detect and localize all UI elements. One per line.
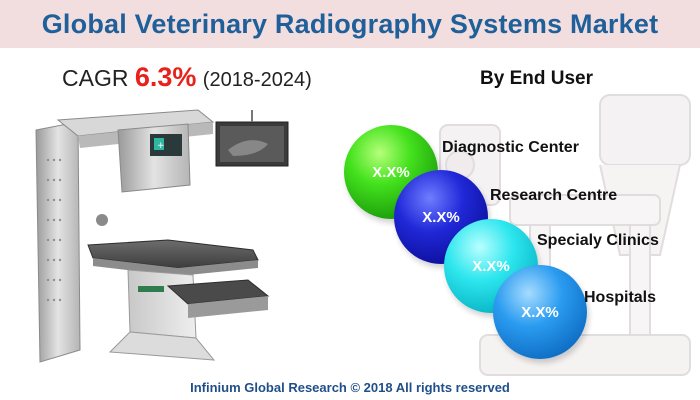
copyright-footer: Infinium Global Research © 2018 All righ… (190, 380, 510, 395)
segment-label-hospitals: Hospitals (584, 289, 657, 306)
segment-label-specialy-clinics: Specialy Clinics (537, 232, 659, 249)
segment-value: X.X% (472, 257, 510, 275)
segment-ball-research-centre: X.X% (394, 170, 488, 264)
segment-ball-hospitals: X.X% (493, 265, 587, 359)
cagr-text: CAGR 6.3% (2018-2024) (62, 62, 312, 93)
svg-text:+: + (157, 141, 165, 151)
segment-heading: By End User (480, 68, 593, 89)
segment-label-research-centre: Research Centre (490, 187, 618, 204)
cagr-period: (2018-2024) (202, 69, 312, 91)
title-bar: Global Veterinary Radiography Systems Ma… (0, 0, 700, 48)
segment-value: X.X% (422, 208, 460, 226)
page-title: Global Veterinary Radiography Systems Ma… (41, 8, 659, 39)
segment-value: X.X% (372, 163, 410, 181)
segment-label-diagnostic-center: Diagnostic Center (442, 139, 579, 156)
cagr-value: 6.3% (134, 62, 197, 92)
cagr-prefix: CAGR (62, 65, 129, 91)
segment-value: X.X% (521, 303, 559, 321)
radiography-system-image: + (18, 100, 308, 380)
